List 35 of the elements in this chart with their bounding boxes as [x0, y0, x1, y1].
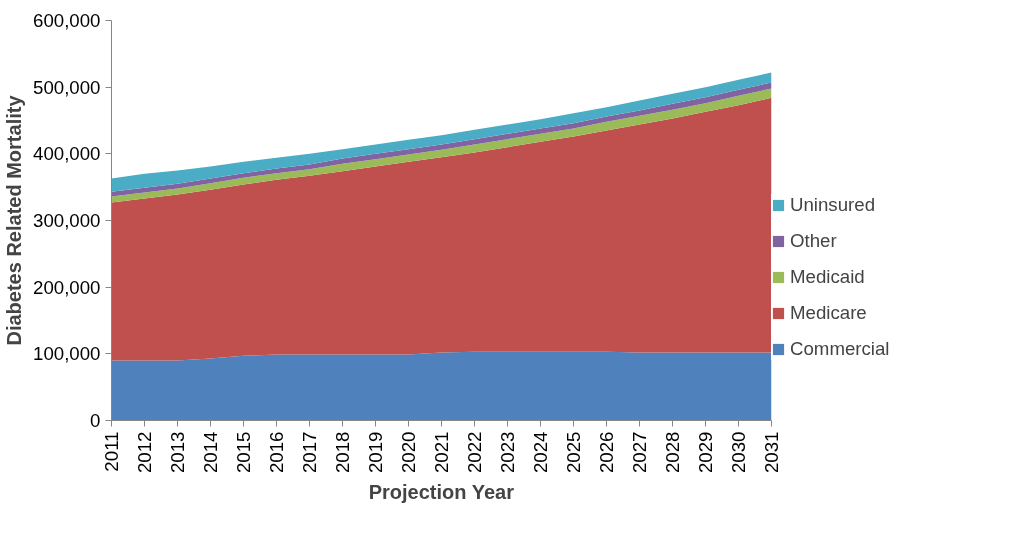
- x-tick-label: 2023: [497, 431, 518, 473]
- x-tick-label: 2017: [299, 431, 320, 473]
- y-axis-title: Diabetes Related Mortality: [3, 94, 26, 346]
- x-axis-title: Projection Year: [368, 481, 515, 503]
- x-tick-label: 2030: [728, 431, 749, 473]
- x-tick-label: 2029: [695, 431, 716, 473]
- series-label: Other: [790, 230, 837, 252]
- x-tick-label: 2018: [332, 431, 353, 473]
- y-tick-label: 100,000: [33, 343, 101, 365]
- y-tick-label: 300,000: [33, 210, 101, 231]
- x-tick-label: 2022: [464, 431, 485, 473]
- x-tick-label: 2028: [662, 431, 683, 473]
- x-tick-label: 2027: [629, 431, 650, 473]
- y-tick-label: 200,000: [33, 276, 101, 298]
- x-tick-label: 2016: [266, 431, 287, 473]
- x-tick-label: 2020: [398, 431, 419, 473]
- x-tick-label: 2015: [233, 431, 254, 473]
- x-tick-label: 2025: [563, 431, 584, 473]
- x-tick-label: 2026: [596, 431, 617, 473]
- x-tick-label: 2031: [761, 431, 782, 473]
- x-tick-label: 2014: [200, 431, 221, 473]
- x-tick-label: 2011: [101, 431, 122, 472]
- series-label: Uninsured: [790, 194, 876, 216]
- series-label: Medicare: [790, 302, 867, 324]
- x-tick-label: 2013: [167, 431, 188, 473]
- y-tick-label: 600,000: [33, 10, 101, 31]
- y-tick-label: 500,000: [33, 76, 101, 98]
- y-tick-label: 0: [90, 410, 101, 431]
- series-label: Medicaid: [790, 266, 865, 288]
- x-tick-label: 2024: [530, 431, 551, 473]
- x-tick-label: 2021: [431, 431, 452, 473]
- legend-label: Commercial: [790, 338, 890, 360]
- y-tick-label: 400,000: [33, 143, 101, 165]
- x-tick-label: 2019: [365, 431, 386, 473]
- x-tick-label: 2012: [134, 431, 155, 473]
